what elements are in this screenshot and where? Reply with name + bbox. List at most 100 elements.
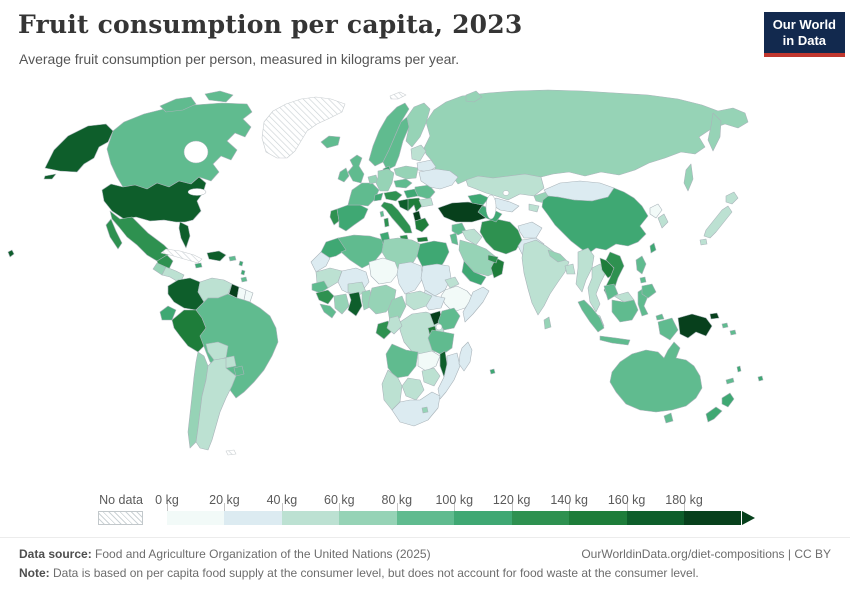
country-senegal[interactable] xyxy=(311,280,329,294)
country-chad[interactable] xyxy=(396,261,424,295)
legend-bin-20-40[interactable] xyxy=(224,511,282,525)
country-oman[interactable] xyxy=(490,257,505,279)
country-ukraine[interactable] xyxy=(418,168,459,190)
country-philippines[interactable] xyxy=(639,276,647,284)
country-poland[interactable] xyxy=(393,165,419,180)
country-united-states[interactable] xyxy=(44,123,114,173)
country-russia[interactable] xyxy=(707,112,722,152)
country-fiji[interactable] xyxy=(757,375,764,382)
legend-bin-80-100[interactable] xyxy=(396,511,455,525)
country-iran[interactable] xyxy=(479,218,523,255)
country-ivory-coast[interactable] xyxy=(333,293,350,315)
country-canada[interactable] xyxy=(106,102,253,190)
country-burkina-faso[interactable] xyxy=(347,281,367,297)
country-china[interactable] xyxy=(541,187,649,255)
country-philippines[interactable] xyxy=(641,283,657,299)
country-myanmar[interactable] xyxy=(575,247,595,293)
country-ghana[interactable] xyxy=(347,291,363,317)
country-falkland-islands[interactable] xyxy=(225,449,237,456)
country-switzerland[interactable] xyxy=(373,192,384,202)
country-united-states[interactable] xyxy=(7,249,15,258)
country-solomon-islands[interactable] xyxy=(729,329,737,336)
country-afghanistan[interactable] xyxy=(517,221,543,239)
country-indonesia[interactable] xyxy=(657,317,679,341)
country-papua-new-guinea[interactable] xyxy=(677,313,713,339)
country-western-sahara[interactable] xyxy=(310,251,331,273)
country-italy[interactable] xyxy=(383,217,390,228)
country-new-zealand[interactable] xyxy=(721,392,735,408)
country-sierra-leone-liberia[interactable] xyxy=(319,303,337,319)
country-kenya[interactable] xyxy=(437,307,461,331)
owid-logo[interactable]: Our World in Data xyxy=(763,12,845,57)
country-somalia[interactable] xyxy=(462,286,490,323)
country-mexico[interactable] xyxy=(109,210,171,262)
country-france[interactable] xyxy=(347,182,380,207)
country-lesser-antilles[interactable] xyxy=(240,269,246,276)
country-spain[interactable] xyxy=(336,204,369,232)
country-ecuador[interactable] xyxy=(159,305,177,321)
country-united-states[interactable] xyxy=(43,173,57,180)
country-ireland[interactable] xyxy=(337,167,350,183)
country-russia[interactable] xyxy=(423,89,749,185)
country-japan[interactable] xyxy=(703,205,733,239)
country-north-korea[interactable] xyxy=(649,203,663,219)
country-czechia-slovakia[interactable] xyxy=(393,178,413,189)
legend-bin-0-20[interactable] xyxy=(167,511,225,525)
country-philippines[interactable] xyxy=(635,255,647,275)
country-indonesia[interactable] xyxy=(655,313,665,321)
country-greece[interactable] xyxy=(416,236,429,243)
country-cuba[interactable] xyxy=(160,248,203,264)
country-united-kingdom[interactable] xyxy=(347,154,365,184)
country-central-african-republic[interactable] xyxy=(405,290,433,311)
country-japan[interactable] xyxy=(725,191,739,205)
country-egypt[interactable] xyxy=(416,240,450,273)
country-papua-new-guinea[interactable] xyxy=(709,312,720,320)
country-cambodia[interactable] xyxy=(603,283,619,301)
country-uruguay[interactable] xyxy=(233,365,245,377)
country-angola[interactable] xyxy=(385,343,419,379)
country-france[interactable] xyxy=(379,210,385,218)
country-israel-jordan[interactable] xyxy=(449,232,459,246)
country-australia[interactable] xyxy=(663,412,674,424)
country-indonesia[interactable] xyxy=(599,335,631,346)
country-lesotho[interactable] xyxy=(421,406,429,414)
country-germany[interactable] xyxy=(375,168,395,192)
country-canada[interactable] xyxy=(204,90,234,103)
country-united-states[interactable] xyxy=(101,176,207,223)
country-bangladesh[interactable] xyxy=(564,263,576,275)
country-solomon-islands[interactable] xyxy=(721,322,729,329)
country-japan[interactable] xyxy=(699,238,708,246)
country-vanuatu[interactable] xyxy=(736,365,742,373)
country-russia[interactable] xyxy=(683,163,694,192)
country-congo[interactable] xyxy=(386,315,403,335)
country-jamaica[interactable] xyxy=(194,262,203,269)
country-niger[interactable] xyxy=(368,257,400,285)
country-argentina[interactable] xyxy=(195,357,237,451)
country-tajikistan[interactable] xyxy=(528,203,540,213)
country-south-africa[interactable] xyxy=(391,391,441,427)
country-new-caledonia[interactable] xyxy=(725,377,735,385)
country-new-zealand[interactable] xyxy=(705,406,723,423)
country-brazil[interactable] xyxy=(195,293,279,399)
legend-no-data-swatch[interactable] xyxy=(98,511,143,525)
country-svalbard[interactable] xyxy=(389,91,407,100)
country-caucasus[interactable] xyxy=(467,193,490,206)
country-portugal[interactable] xyxy=(329,208,340,226)
country-indonesia[interactable] xyxy=(577,299,605,333)
country-lesser-antilles[interactable] xyxy=(238,260,244,267)
country-colombia[interactable] xyxy=(167,277,205,311)
legend-bin-160-180[interactable] xyxy=(626,511,685,525)
country-tanzania[interactable] xyxy=(427,329,455,356)
country-guinea[interactable] xyxy=(315,289,335,305)
country-trinidad-tobago[interactable] xyxy=(240,276,248,283)
country-finland[interactable] xyxy=(405,102,431,148)
country-iraq[interactable] xyxy=(461,228,483,246)
country-mozambique[interactable] xyxy=(437,352,461,400)
country-uae-qatar[interactable] xyxy=(487,254,499,264)
country-zambia[interactable] xyxy=(417,350,441,372)
country-united-states[interactable] xyxy=(178,221,191,249)
country-sri-lanka[interactable] xyxy=(543,316,552,330)
country-bulgaria[interactable] xyxy=(418,197,434,208)
country-south-korea[interactable] xyxy=(657,213,669,229)
country-baltic-states[interactable] xyxy=(410,144,427,162)
